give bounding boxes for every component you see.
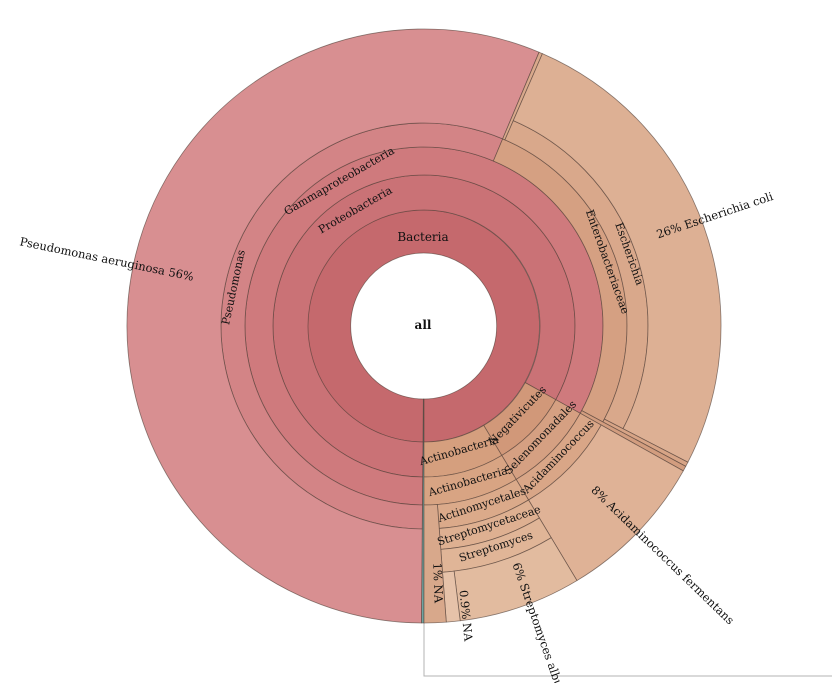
label-na-09: 0.9% NA bbox=[457, 589, 476, 642]
label-bacteria: Bacteria bbox=[397, 230, 448, 244]
leader-line bbox=[423, 623, 832, 677]
center-label-all: all bbox=[415, 318, 432, 332]
wedge-pseudomonas-aeruginosa[interactable] bbox=[126, 28, 540, 624]
wedge-actinobacteria-na[interactable] bbox=[423, 504, 447, 624]
label-na-1: 1% NA bbox=[430, 562, 445, 603]
wedge-escherichia-coli[interactable] bbox=[512, 53, 722, 463]
